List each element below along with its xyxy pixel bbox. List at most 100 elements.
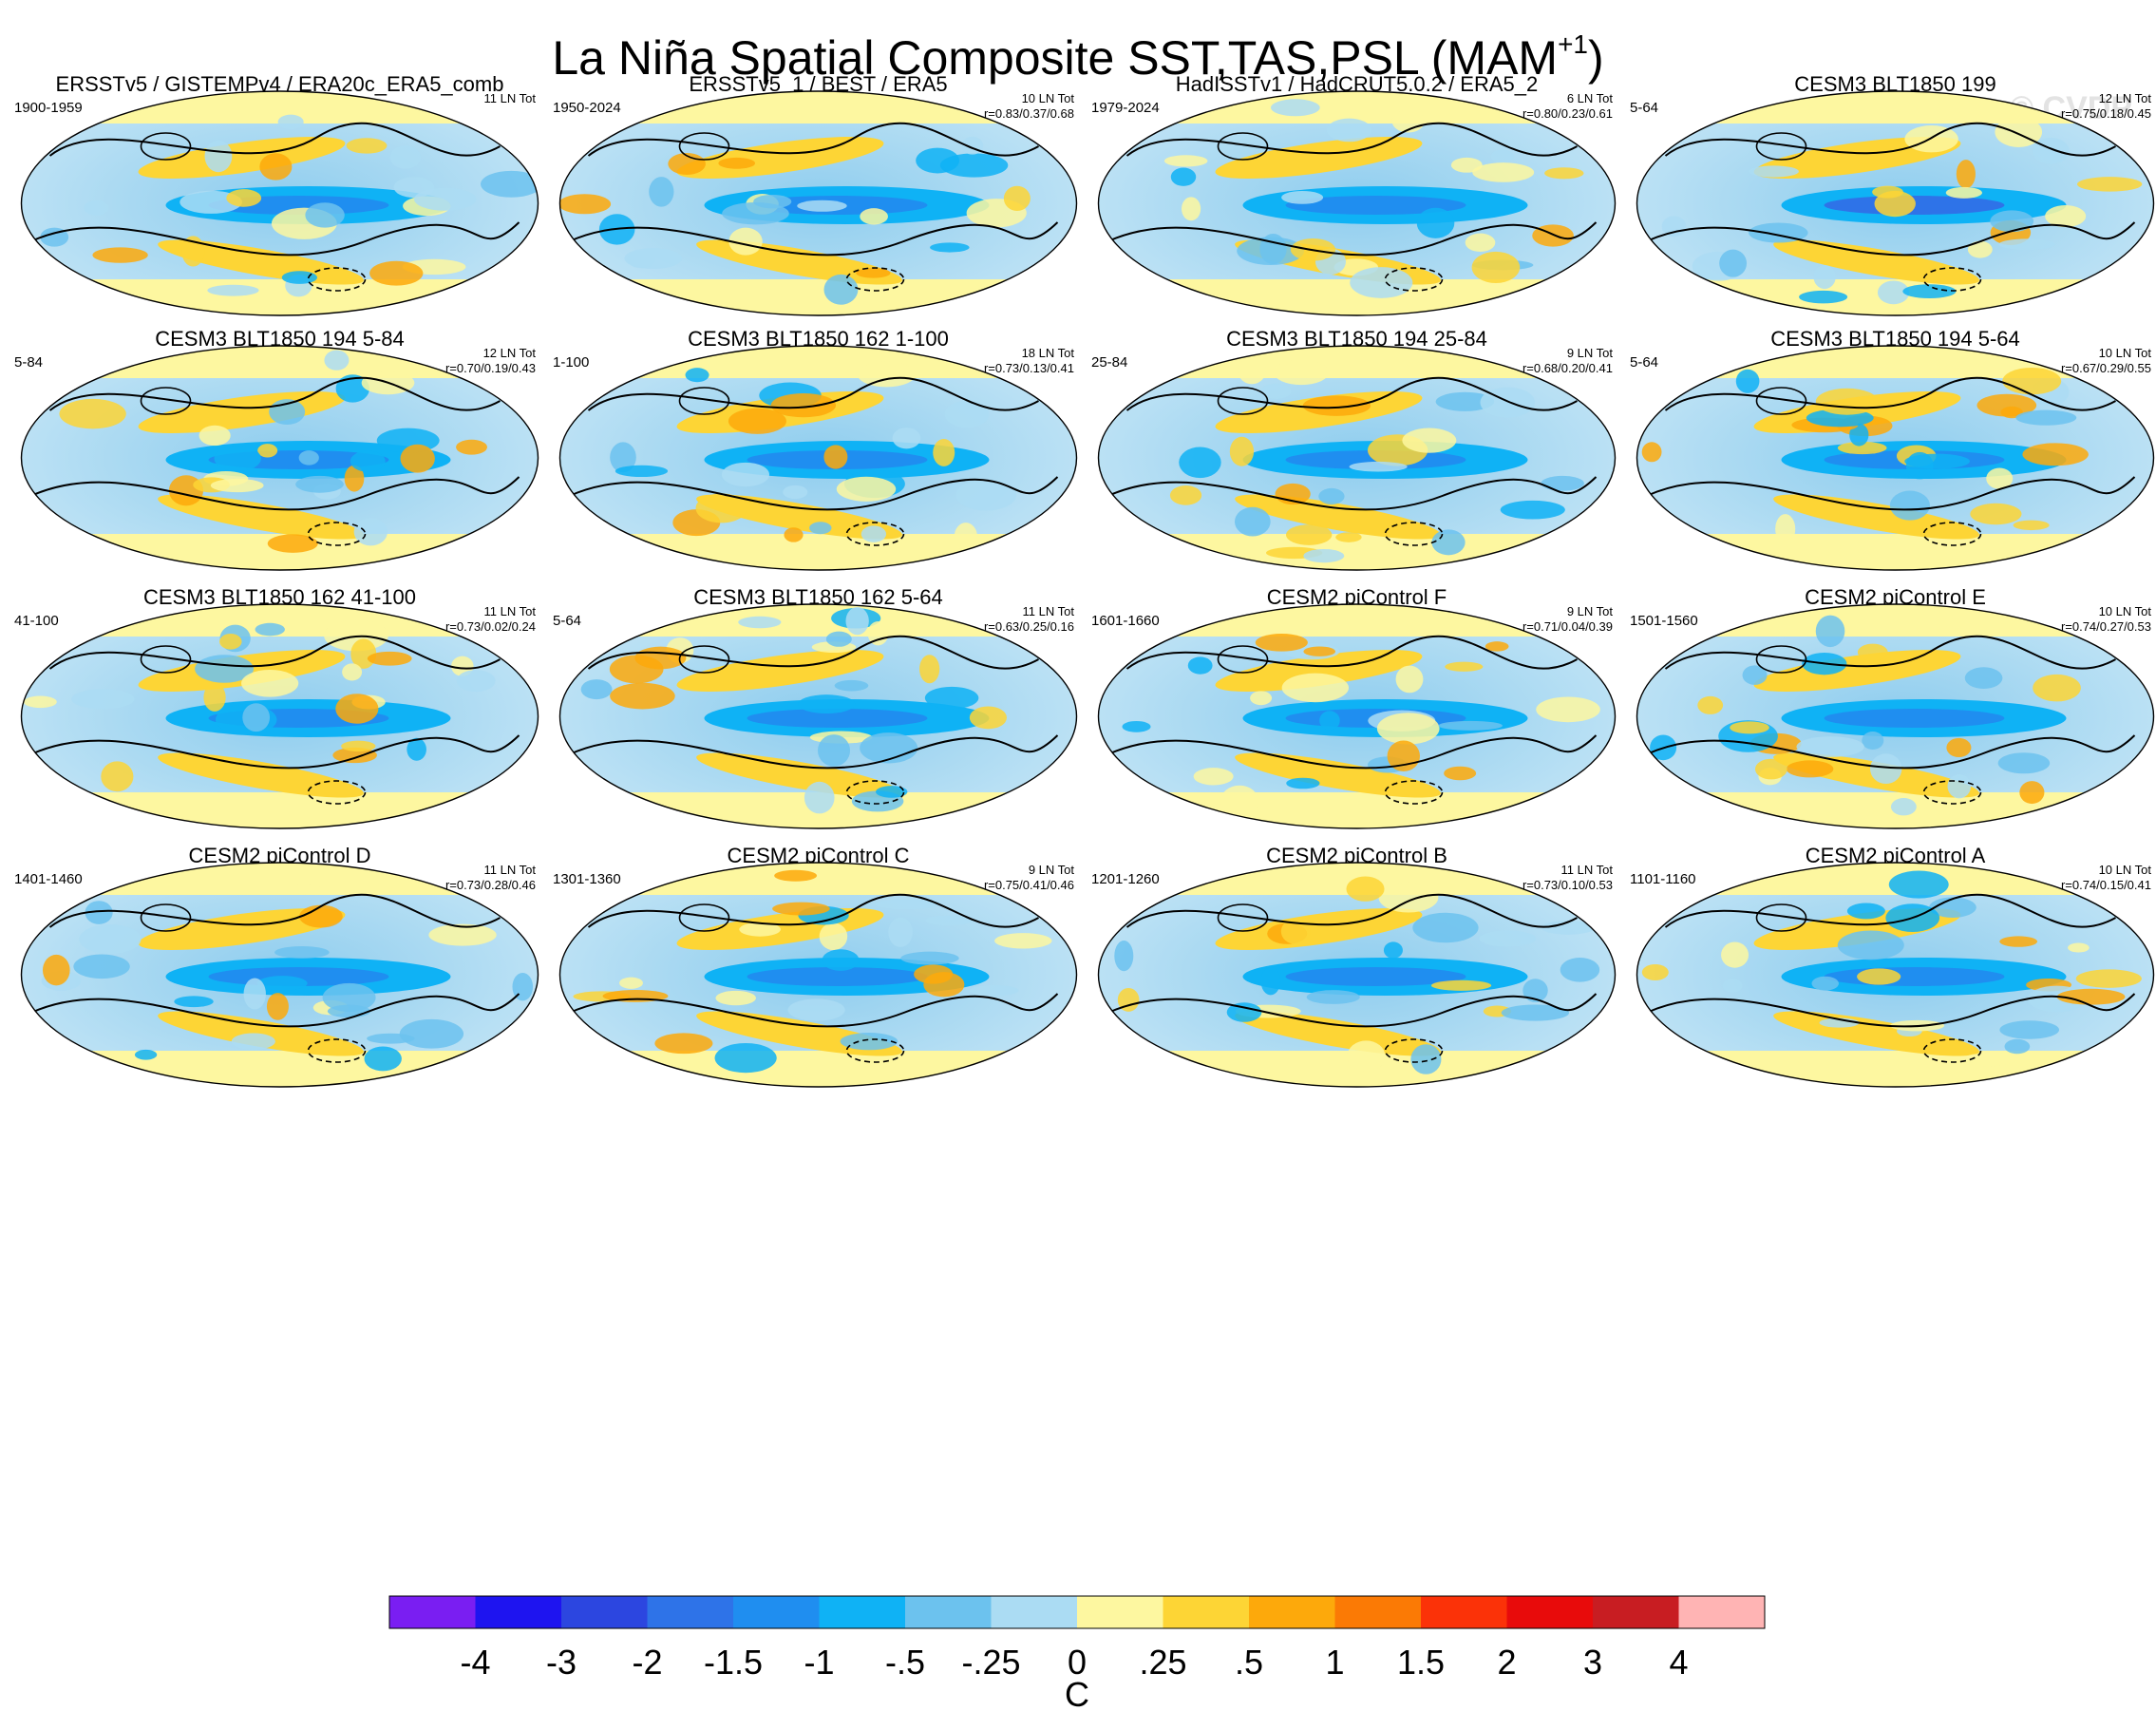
colorbar-tick-label: -4 [460, 1643, 490, 1682]
panel-period: 1601-1660 [1091, 613, 1160, 629]
colorbar-bin [1593, 1596, 1679, 1628]
colorbar-bin [561, 1596, 648, 1628]
panel-period: 5-64 [1630, 354, 1658, 371]
panel-period: 1101-1160 [1630, 871, 1696, 887]
map-field [21, 346, 539, 570]
panel-period: 41-100 [14, 613, 59, 629]
panel-stats: r=0.75/0.41/0.46 [984, 878, 1074, 892]
panel-count: 11 LN Tot [1023, 604, 1075, 618]
colorbar-tick-label: 2 [1497, 1643, 1516, 1682]
panel-count: 10 LN Tot [2099, 346, 2152, 360]
colorbar-frame [388, 1595, 1766, 1629]
colorbar-tick-label: -2 [632, 1643, 662, 1682]
panel-stats: r=0.80/0.23/0.61 [1522, 106, 1613, 121]
colorbar-tick-label: 1.5 [1397, 1643, 1445, 1682]
panel-count: 10 LN Tot [1022, 91, 1075, 105]
colorbar-tick-label: -1 [804, 1643, 834, 1682]
map-field [1098, 91, 1616, 315]
colorbar-bin [905, 1596, 992, 1628]
colorbar-bin [647, 1596, 734, 1628]
panel-stats: r=0.71/0.04/0.39 [1522, 619, 1613, 634]
colorbar-bin [1249, 1596, 1335, 1628]
map-field [559, 863, 1077, 1087]
panel-stats: r=0.75/0.18/0.45 [2061, 106, 2151, 121]
map-field [559, 91, 1077, 315]
colorbar-tick-label: 1 [1325, 1643, 1344, 1682]
panel-stats: r=0.74/0.27/0.53 [2061, 619, 2151, 634]
colorbar-tick-label: 4 [1669, 1643, 1688, 1682]
colorbar-bin [733, 1596, 820, 1628]
panel-count: 9 LN Tot [1029, 863, 1075, 877]
map-field [1636, 91, 2154, 315]
colorbar-bin [1678, 1596, 1766, 1628]
panel-count: 11 LN Tot [484, 863, 537, 877]
map-field [21, 604, 539, 828]
panel-period: 1301-1360 [553, 871, 621, 887]
colorbar-tick-label: -.5 [885, 1643, 925, 1682]
panel-stats: r=0.67/0.29/0.55 [2061, 361, 2151, 375]
map-panels: ERSSTv5 / GISTEMPv4 / ERA20c_ERA5_comb19… [14, 72, 2155, 1088]
panel-period: 1950-2024 [553, 100, 621, 116]
map-field [1636, 604, 2154, 828]
colorbar-tick-label: .5 [1235, 1643, 1263, 1682]
map-field [1098, 346, 1616, 570]
panel-stats: r=0.73/0.02/0.24 [445, 619, 536, 634]
colorbar: -4 -3 -2 -1.5 -1 -.5 -.25 0 .25 .5 1 1.5 2 3 4 C [388, 1595, 1766, 1714]
panel-count: 10 LN Tot [2099, 604, 2152, 618]
panel-period: 1900-1959 [14, 100, 83, 116]
panel-stats: r=0.68/0.20/0.41 [1522, 361, 1613, 375]
colorbar-tick-label: 0 [1068, 1643, 1087, 1682]
map-panel: ERSSTv5 / GISTEMPv4 / ERA20c_ERA5_comb19… [14, 72, 539, 316]
panel-count: 12 LN Tot [2099, 91, 2152, 105]
panel-stats: r=0.83/0.37/0.68 [984, 106, 1074, 121]
colorbar-bin [389, 1596, 476, 1628]
colorbar-bin [1334, 1596, 1422, 1628]
map-field [559, 346, 1077, 570]
colorbar-bin [819, 1596, 906, 1628]
colorbar-bin [1163, 1596, 1250, 1628]
panel-count: 10 LN Tot [2099, 863, 2152, 877]
panel-period: 5-64 [1630, 100, 1658, 116]
panel-stats: r=0.73/0.10/0.53 [1522, 878, 1613, 892]
panel-count: 12 LN Tot [483, 346, 537, 360]
panel-count: 9 LN Tot [1567, 346, 1614, 360]
panel-stats: r=0.73/0.28/0.46 [445, 878, 536, 892]
panel-period: 1979-2024 [1091, 100, 1160, 116]
colorbar-bin [1077, 1596, 1163, 1628]
panel-period: 5-84 [14, 354, 43, 371]
map-field [1098, 604, 1616, 828]
colorbar-bin [1421, 1596, 1507, 1628]
colorbar-unit: C [1065, 1675, 1089, 1714]
panel-period: 25-84 [1091, 354, 1127, 371]
panel-stats: r=0.74/0.15/0.41 [2061, 878, 2151, 892]
panel-count: 6 LN Tot [1567, 91, 1614, 105]
panel-period: 1-100 [553, 354, 589, 371]
panel-count: 11 LN Tot [484, 91, 537, 105]
panel-stats: r=0.63/0.25/0.16 [984, 619, 1074, 634]
map-field [1098, 863, 1616, 1087]
colorbar-tick-label: -1.5 [704, 1643, 763, 1682]
panel-count: 11 LN Tot [1561, 863, 1614, 877]
panel-stats: r=0.73/0.13/0.41 [984, 361, 1074, 375]
panel-count: 11 LN Tot [484, 604, 537, 618]
colorbar-bin [1506, 1596, 1594, 1628]
panel-period: 1501-1560 [1630, 613, 1698, 629]
panel-period: 1401-1460 [14, 871, 83, 887]
colorbar-bin [475, 1596, 562, 1628]
panel-stats: r=0.70/0.19/0.43 [445, 361, 536, 375]
panel-period: 1201-1260 [1091, 871, 1160, 887]
colorbar-bin [991, 1596, 1078, 1628]
